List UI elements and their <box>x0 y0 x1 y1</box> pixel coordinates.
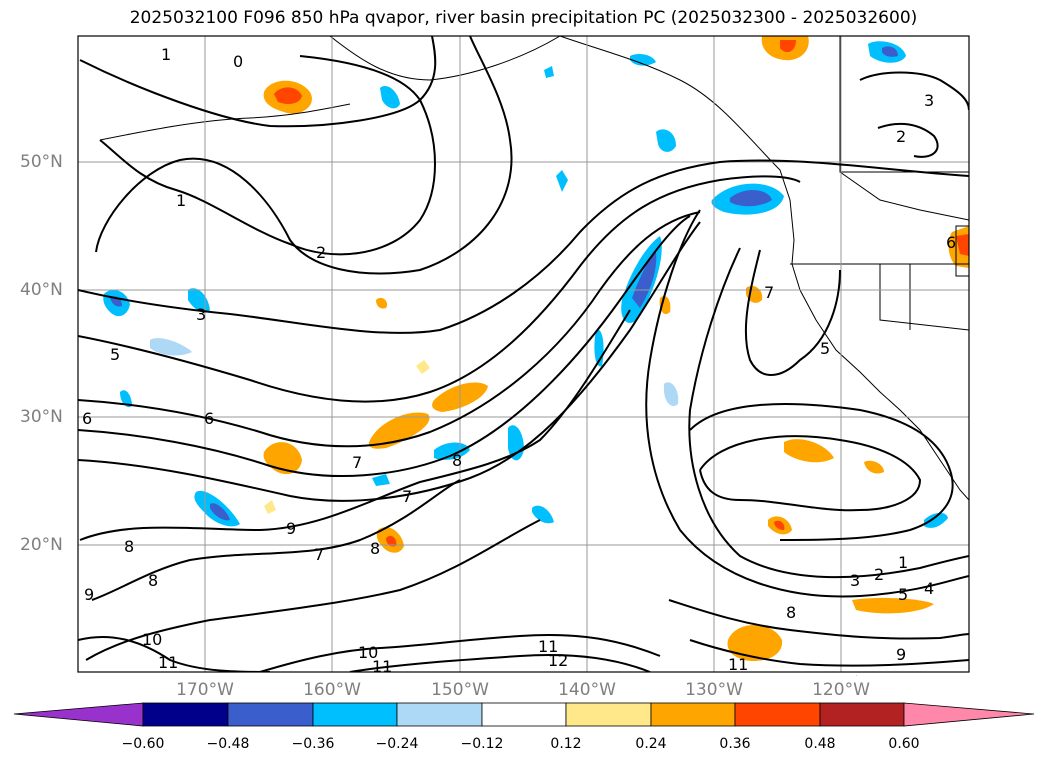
contour-label: 9 <box>286 519 296 538</box>
latitude-label: 40°N <box>20 280 63 300</box>
contour-label: 2 <box>316 243 326 262</box>
longitude-label: 160°W <box>303 680 361 700</box>
contour-label: 11 <box>158 653 178 672</box>
contour-label: 12 <box>548 651 568 670</box>
colorbar-tick-label: −0.12 <box>460 736 504 752</box>
contour-label: 5 <box>898 585 908 604</box>
colorbar-segment <box>227 702 314 727</box>
contour-label: 11 <box>856 675 858 677</box>
contour-label: 1 <box>176 191 186 210</box>
longitude-label: 170°W <box>176 680 234 700</box>
map-area <box>78 36 969 672</box>
contour-label: 3 <box>196 305 206 324</box>
longitude-label: 120°W <box>812 680 870 700</box>
contour-label: 7 <box>402 487 412 506</box>
latitude-label: 50°N <box>20 152 63 172</box>
map-frame <box>77 35 970 673</box>
colorbar-segment <box>734 702 821 727</box>
latitude-label: 30°N <box>20 407 63 427</box>
contour-label: 6 <box>82 409 92 428</box>
latitude-label: 20°N <box>20 535 63 555</box>
contour-label: 5 <box>820 339 830 358</box>
longitude-label: 130°W <box>685 680 743 700</box>
contour-label: 8 <box>786 603 796 622</box>
colorbar-tick-label: 0.36 <box>719 736 751 752</box>
colorbar-tick-label: 0.48 <box>804 736 836 752</box>
contour-label: 1 <box>898 553 908 572</box>
colorbar-max-extension <box>903 702 1035 727</box>
colorbar-segment <box>312 702 398 727</box>
longitude-label: 140°W <box>558 680 616 700</box>
colorbar-segment <box>819 702 905 727</box>
contour-label: 7 <box>764 283 774 302</box>
contour-labels: 1 0 1 2 3 5 6 6 7 7 8 9 8 8 7 9 8 10 11 … <box>82 45 956 677</box>
contour-label: 2 <box>896 127 906 146</box>
contour-label: 6 <box>204 409 214 428</box>
contour-label: 6 <box>946 233 956 252</box>
longitude-label: 150°W <box>431 680 489 700</box>
colorbar-tick-label: −0.48 <box>206 736 250 752</box>
colorbar-segment <box>565 702 652 727</box>
contour-label: 11 <box>728 655 748 674</box>
contour-label: 10 <box>142 630 162 649</box>
contour-label: 11 <box>372 657 392 676</box>
contour-label: 11 <box>538 637 558 656</box>
contour-label: 8 <box>370 539 380 558</box>
graticule <box>78 36 969 672</box>
colorbar-segment <box>142 702 229 727</box>
colorbar-segment <box>650 702 736 727</box>
qvapor-contours <box>78 36 969 672</box>
map-title: 2025032100 F096 850 hPa qvapor, river ba… <box>129 8 918 28</box>
contour-label: 8 <box>452 451 462 470</box>
contour-label: 4 <box>924 579 934 598</box>
coastlines <box>99 36 969 501</box>
colorbar-tick-label: −0.24 <box>375 736 419 752</box>
colorbar-segment <box>396 702 483 727</box>
colorbar-tick-label: −0.36 <box>291 736 335 752</box>
contour-label: 8 <box>124 537 134 556</box>
colorbar-min-extension <box>13 702 144 727</box>
colorbar-tick-label: 0.24 <box>635 736 667 752</box>
contour-label: 1 <box>161 45 171 64</box>
colorbar-tick-label: −0.60 <box>121 736 165 752</box>
contour-label: 9 <box>84 585 94 604</box>
contour-label: 9 <box>896 645 906 664</box>
contour-label: 8 <box>148 571 158 590</box>
colorbar <box>13 702 1035 727</box>
colorbar-tick-label: 0.60 <box>888 736 920 752</box>
contour-label: 3 <box>924 91 934 110</box>
contour-label: 0 <box>233 52 243 71</box>
contour-label: 7 <box>352 453 362 472</box>
colorbar-tick-label: 0.12 <box>550 736 582 752</box>
contour-label: 3 <box>850 571 860 590</box>
contour-label: 7 <box>314 545 324 564</box>
contour-label: 2 <box>874 565 884 584</box>
contour-label: 5 <box>110 345 120 364</box>
contour-label: 10 <box>358 643 378 662</box>
colorbar-segment <box>481 702 567 727</box>
